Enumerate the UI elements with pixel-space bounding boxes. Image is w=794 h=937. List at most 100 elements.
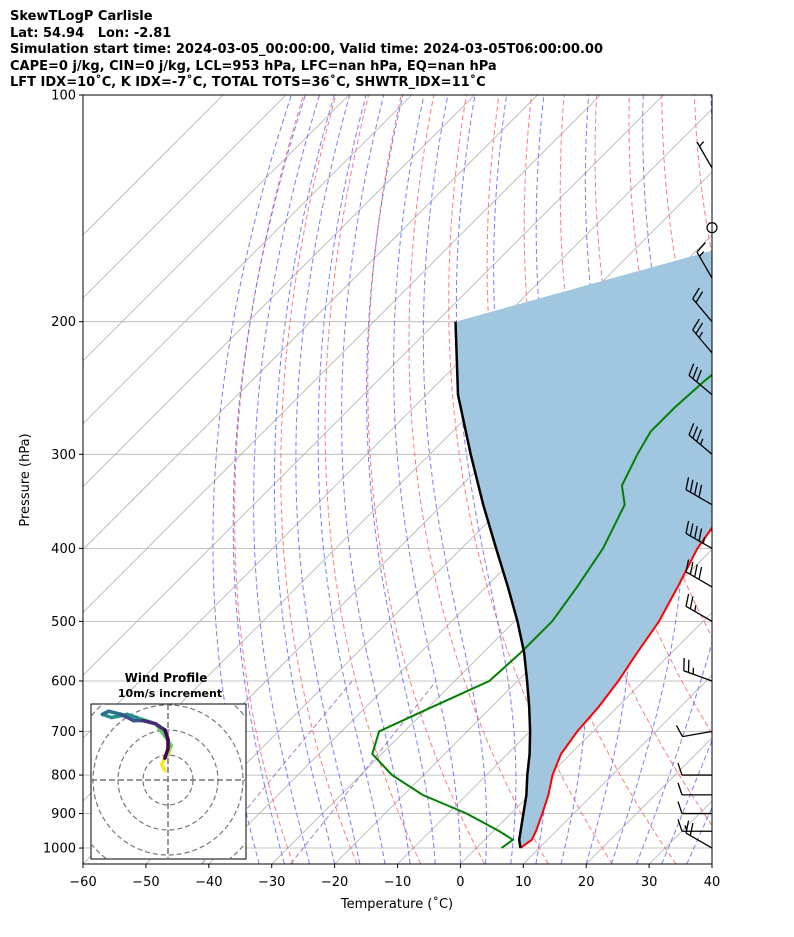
moist-adiabat-line	[295, 95, 361, 864]
barb-full	[698, 484, 703, 498]
dry-adiabat-line	[234, 95, 304, 864]
barb-full	[695, 291, 704, 303]
barb-full	[694, 564, 698, 578]
barb-half	[699, 141, 705, 147]
y-tick-label: 200	[51, 315, 76, 330]
barb-full	[695, 322, 704, 335]
barb-half	[702, 537, 706, 544]
hodograph-subtitle: 10m/s increment	[118, 687, 222, 700]
moist-adiabat-line	[341, 95, 411, 864]
calm-circle	[706, 222, 718, 234]
stability-indices-2: LFT IDX=10˚C, K IDX=-7˚C, TOTAL TOTS=36˚…	[10, 75, 486, 90]
barb-full	[694, 525, 698, 539]
hodograph-inset: Wind Profile 10m/s increment	[90, 671, 247, 860]
x-axis: −60 −50 −40 −30 −20 −10 0 10 20 30 40	[69, 864, 720, 890]
y-tick-label: 900	[51, 807, 76, 822]
isotherm-line	[83, 95, 412, 425]
moist-adiabat-line	[274, 95, 336, 864]
profile-lines	[371, 321, 712, 849]
barb-full	[675, 725, 684, 737]
wind-barb	[685, 477, 713, 506]
y-tick-label: 400	[51, 542, 76, 557]
hodograph-segment	[106, 709, 123, 717]
station-title: SkewTLogP Carlisle	[10, 9, 153, 24]
barb-full	[685, 593, 690, 607]
x-tick-label: −30	[258, 875, 285, 890]
isotherm-line	[334, 486, 712, 864]
wind-barb	[683, 658, 713, 682]
isotherm-line	[83, 95, 224, 236]
isotherm-line	[83, 108, 712, 739]
y-axis: 100 200 300 400 500 600 700 800 900 1000	[43, 89, 83, 857]
barb-full	[677, 801, 683, 814]
barb-staff	[682, 730, 713, 738]
plot-contents	[83, 95, 794, 864]
hodograph-segment	[141, 718, 158, 726]
wind-barb	[685, 559, 713, 588]
dry-adiabat-line	[559, 95, 712, 735]
wind-barb	[677, 819, 712, 832]
dry-adiabat-line	[693, 95, 712, 258]
barb-full	[698, 566, 703, 580]
barb-full	[685, 559, 690, 573]
barb-full	[696, 242, 706, 253]
isotherm-line	[397, 548, 712, 864]
moist-adiabat-line	[636, 95, 712, 864]
barb-half	[698, 331, 704, 338]
barb-half	[684, 825, 688, 832]
dry-adiabat-line	[367, 95, 485, 864]
dewpoint-line	[371, 373, 712, 849]
hodograph-title: Wind Profile	[125, 671, 208, 685]
barb-full	[689, 479, 694, 493]
dry-adiabat-line	[661, 95, 712, 414]
hodograph-segment	[153, 722, 167, 732]
isotherm-line	[83, 95, 664, 676]
barb-full	[689, 523, 694, 537]
barb-staff	[696, 251, 713, 279]
isotherm-line	[83, 95, 287, 299]
wind-barb	[696, 242, 713, 279]
x-tick-label: 10	[515, 875, 532, 890]
x-tick-label: −60	[69, 875, 96, 890]
cin-shading-area	[455, 250, 712, 848]
dry-adiabat-line	[523, 95, 712, 827]
barb-full	[689, 561, 694, 575]
moist-adiabat-line	[212, 95, 292, 864]
isotherm-line	[523, 674, 712, 864]
stability-indices-1: CAPE=0 j/kg, CIN=0 j/kg, LCL=953 hPa, LF…	[10, 58, 497, 74]
barb-full	[696, 429, 702, 442]
dry-adiabat-line	[324, 95, 422, 864]
x-tick-label: −20	[321, 875, 348, 890]
moist-adiabat-line	[711, 862, 712, 864]
chart-header: SkewTLogP Carlisle Lat: 54.94 Lon: -2.81…	[10, 9, 603, 92]
wind-barb	[692, 287, 713, 323]
dry-adiabat-line	[280, 95, 358, 864]
moist-adiabat-line	[686, 806, 712, 864]
barb-full	[696, 369, 702, 383]
moist-adiabat-line	[232, 95, 306, 864]
temperature-line	[519, 526, 712, 849]
hodograph-segment	[163, 747, 170, 760]
barb-half	[699, 438, 704, 445]
x-tick-label: −50	[132, 875, 159, 890]
x-tick-label: −10	[384, 875, 411, 890]
wind-barb	[692, 318, 713, 354]
dry-adiabat-line	[594, 95, 712, 638]
barb-half	[699, 251, 705, 257]
wind-barb	[688, 423, 713, 455]
x-axis-label: Temperature (˚C)	[340, 896, 453, 912]
barb-full	[692, 426, 699, 439]
x-tick-label: −40	[195, 875, 222, 890]
wind-barb	[696, 141, 713, 169]
isotherm-line	[83, 95, 350, 362]
y-tick-label: 100	[51, 89, 76, 104]
barb-full	[689, 823, 694, 836]
hodograph-segment	[119, 712, 136, 723]
barb-full	[688, 363, 695, 376]
barb-full	[689, 596, 694, 609]
wind-barb	[685, 520, 713, 549]
dry-adiabat-line	[760, 95, 794, 864]
moist-adiabat-line	[317, 95, 386, 864]
barb-full	[692, 366, 699, 379]
isotherm-line	[83, 95, 475, 488]
